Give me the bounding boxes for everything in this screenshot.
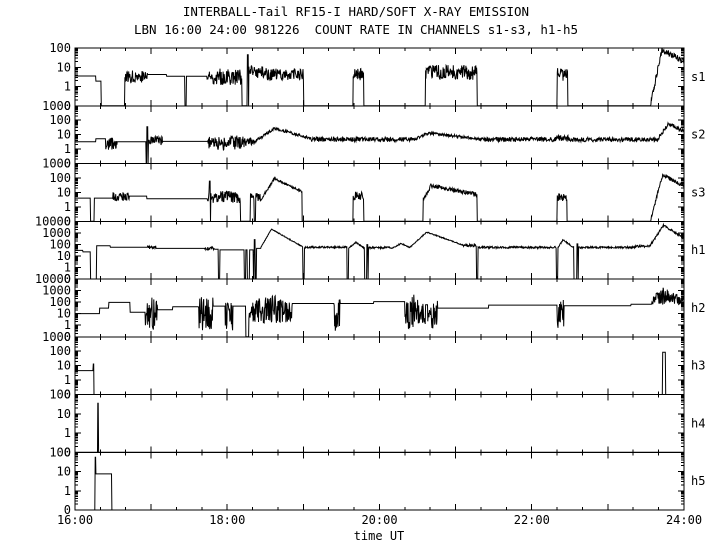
y-tick-label: 10 [57, 465, 71, 479]
panel-trace-h4 [75, 402, 684, 453]
panel-trace-s2 [75, 121, 685, 164]
x-tick-label: 20:00 [361, 513, 397, 527]
y-tick-label: 10 [57, 185, 71, 199]
panel-trace-h5 [75, 456, 684, 511]
panel-label-h3: h3 [691, 359, 705, 373]
y-tick-label: 1 [64, 142, 71, 156]
y-tick-label: 0 [64, 445, 71, 459]
y-tick-label: 100 [49, 295, 71, 309]
x-axis-label: time UT [354, 529, 405, 543]
y-tick-label: 1000 [42, 226, 71, 240]
y-tick-label: 1000 [42, 157, 71, 171]
panel-trace-h1 [75, 222, 685, 280]
panel-label-s3: s3 [691, 185, 705, 199]
y-tick-label: 100 [49, 171, 71, 185]
panel-label-h5: h5 [691, 474, 705, 488]
y-tick-label: 1 [64, 260, 71, 274]
panel-box-s1 [74, 47, 685, 107]
chart-body: 1001010s110001001010s210001001010s310000… [35, 41, 706, 527]
y-tick-label: 1 [64, 200, 71, 214]
y-tick-label: 1 [64, 426, 71, 440]
panel-label-s2: s2 [691, 128, 705, 142]
panel-trace-s3 [75, 173, 685, 222]
y-tick-label: 100 [49, 388, 71, 402]
chart-title: INTERBALL-Tail RF15-I HARD/SOFT X-RAY EM… [183, 4, 529, 19]
panel-trace-h3 [75, 351, 684, 395]
panel-label-s1: s1 [691, 70, 705, 84]
y-tick-label: 10 [57, 407, 71, 421]
y-tick-label: 10000 [35, 272, 71, 286]
panel-box-h5 [74, 451, 685, 511]
panel-box-h2 [74, 278, 685, 338]
panel-label-h2: h2 [691, 301, 705, 315]
y-tick-label: 0 [64, 503, 71, 517]
chart-subtitle: LBN 16:00 24:00 981226 COUNT RATE IN CHA… [134, 22, 578, 37]
x-tick-label: 18:00 [209, 513, 245, 527]
y-tick-label: 1000 [42, 284, 71, 298]
y-tick-label: 100 [49, 41, 71, 55]
y-tick-label: 10 [57, 307, 71, 321]
y-tick-label: 0 [64, 157, 71, 171]
y-tick-label: 0 [64, 388, 71, 402]
y-tick-label: 100 [49, 445, 71, 459]
y-tick-label: 1 [64, 484, 71, 498]
y-tick-label: 100 [49, 344, 71, 358]
y-tick-label: 10 [57, 128, 71, 142]
y-tick-label: 10 [57, 60, 71, 74]
y-tick-label: 1000 [42, 330, 71, 344]
panel-trace-h2 [75, 287, 685, 338]
panel-label-h1: h1 [691, 243, 705, 257]
panel-box-h4 [74, 394, 685, 453]
panel-label-h4: h4 [691, 416, 705, 430]
panel-box-h1 [74, 220, 685, 280]
y-tick-label: 1 [64, 318, 71, 332]
panel-box-h3 [74, 336, 685, 395]
panel-box-s2 [74, 105, 685, 164]
y-tick-label: 10 [57, 249, 71, 263]
y-tick-label: 10 [57, 359, 71, 373]
y-tick-label: 1 [64, 80, 71, 94]
y-tick-label: 100 [49, 113, 71, 127]
panel-trace-s1 [75, 47, 685, 107]
y-tick-label: 0 [64, 272, 71, 286]
y-tick-label: 10000 [35, 214, 71, 228]
y-tick-label: 0 [64, 214, 71, 228]
y-tick-label: 0 [64, 330, 71, 344]
x-tick-label: 16:00 [57, 513, 93, 527]
panel-box-s3 [74, 163, 685, 222]
y-tick-label: 1000 [42, 99, 71, 113]
x-tick-label: 24:00 [666, 513, 702, 527]
y-tick-label: 0 [64, 99, 71, 113]
y-tick-label: 100 [49, 237, 71, 251]
y-tick-label: 1 [64, 373, 71, 387]
x-tick-label: 22:00 [514, 513, 550, 527]
